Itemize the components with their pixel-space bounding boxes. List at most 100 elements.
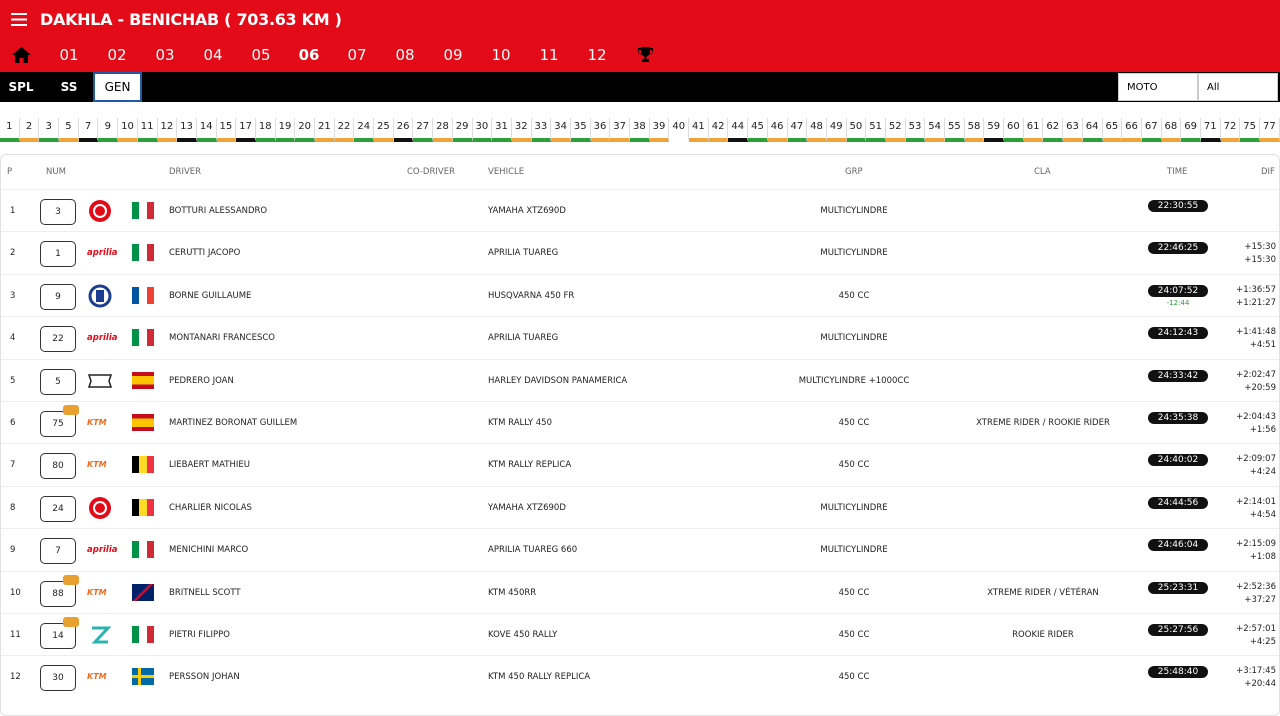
number-chip[interactable]: 27 [413, 118, 434, 142]
column-header[interactable]: TIME [1167, 167, 1188, 177]
number-chip[interactable]: 9 [98, 118, 119, 142]
number-chip[interactable]: 67 [1141, 118, 1162, 142]
number-chip[interactable]: 2 [19, 118, 40, 142]
table-row[interactable]: 7 80 KTM LIEBAERT MATHIEU KTM RALLY REPLICA 4… [1, 443, 1279, 486]
number-chip[interactable]: 24 [354, 118, 375, 142]
table-row[interactable]: 2 1 aprilia CERUTTI JACOPO APRILIA TUAREG MUL… [1, 231, 1279, 274]
number-chip[interactable]: 55 [945, 118, 965, 142]
column-header[interactable]: GRP [845, 167, 863, 177]
number-chip[interactable]: 75 [1240, 118, 1260, 142]
number-chip[interactable]: 59 [984, 118, 1005, 142]
filter-select[interactable]: All [1198, 73, 1278, 101]
number-chip[interactable]: 45 [748, 118, 768, 142]
stage-link[interactable]: 02 [107, 46, 127, 64]
number-chip[interactable]: 44 [728, 118, 749, 142]
column-header[interactable]: VEHICLE [488, 167, 525, 177]
column-header[interactable]: DIF [1261, 167, 1275, 177]
number-chip[interactable]: 49 [826, 118, 847, 142]
number-chip[interactable]: 51 [866, 118, 886, 142]
number-chip[interactable]: 60 [1004, 118, 1024, 142]
tab[interactable]: GEN [93, 72, 142, 102]
number-chip[interactable]: 12 [157, 118, 178, 142]
number-chip[interactable]: 13 [177, 118, 197, 142]
number-chip[interactable]: 48 [807, 118, 827, 142]
number-chip[interactable]: 28 [433, 118, 453, 142]
column-header[interactable]: DRIVER [169, 167, 202, 177]
number-chip[interactable]: 50 [846, 118, 867, 142]
number-chip[interactable]: 54 [925, 118, 945, 142]
number-chip[interactable]: 21 [315, 118, 335, 142]
stage-link[interactable]: 06 [298, 46, 320, 64]
number-chip[interactable]: 31 [492, 118, 512, 142]
stage-link[interactable]: 03 [155, 46, 175, 64]
table-row[interactable]: 10 88 KTM BRITNELL SCOTT KTM 450RR 450 CC XTRE… [1, 570, 1279, 614]
stage-link[interactable]: 01 [59, 46, 79, 64]
number-chip[interactable]: 29 [452, 118, 473, 142]
trophy-icon[interactable] [637, 47, 654, 63]
column-header[interactable]: NUM [46, 167, 66, 177]
table-row[interactable]: 4 22 aprilia MONTANARI FRANCESCO APRILIA TUA… [1, 316, 1279, 359]
table-row[interactable]: 6 75 KTM MARTINEZ BORONAT GUILLEM KTM RALLY … [1, 401, 1279, 444]
tab[interactable]: SS [60, 80, 78, 94]
number-chip[interactable]: 71 [1200, 118, 1221, 142]
number-chip[interactable]: 10 [118, 118, 138, 142]
number-chip[interactable]: 7 [78, 118, 99, 142]
number-chip[interactable]: 18 [255, 118, 276, 142]
number-chip[interactable]: 39 [649, 118, 670, 142]
number-chip[interactable]: 17 [236, 118, 256, 142]
home-icon[interactable] [12, 47, 31, 63]
number-chip[interactable]: 32 [511, 118, 532, 142]
number-chip[interactable]: 37 [610, 118, 630, 142]
number-chip[interactable]: 15 [216, 118, 237, 142]
number-chip[interactable]: 58 [964, 118, 985, 142]
stage-link[interactable]: 10 [491, 46, 511, 64]
number-chip[interactable]: 46 [767, 118, 788, 142]
number-chip[interactable]: 72 [1220, 118, 1241, 142]
number-chip[interactable]: 38 [630, 118, 650, 142]
filter-select[interactable]: MOTO [1118, 73, 1198, 101]
table-row[interactable]: 3 9 BORNE GUILLAUME HUSQVARNA 450 FR 450 CC 2… [1, 273, 1279, 317]
stage-link[interactable]: 07 [347, 46, 367, 64]
number-chip[interactable]: 77 [1260, 118, 1280, 142]
number-chip[interactable]: 20 [295, 118, 315, 142]
number-chip[interactable]: 35 [570, 118, 591, 142]
number-chip[interactable]: 63 [1063, 118, 1083, 142]
stage-link[interactable]: 09 [443, 46, 463, 64]
table-row[interactable]: 12 30 KTM PERSSON JOHAN KTM 450 RALLY REPLIC… [1, 655, 1279, 698]
number-chip[interactable]: 52 [885, 118, 906, 142]
number-chip[interactable]: 66 [1122, 118, 1142, 142]
number-chip[interactable]: 42 [708, 118, 729, 142]
table-row[interactable]: 9 7 aprilia MENICHINI MARCO APRILIA TUAREG 6… [1, 528, 1279, 571]
number-chip[interactable]: 41 [689, 118, 709, 142]
number-chip[interactable]: 5 [59, 118, 79, 142]
table-row[interactable]: 5 5 PEDRERO JOAN HARLEY DAVIDSON PANAMERICA… [1, 358, 1279, 402]
number-chip[interactable]: 30 [472, 118, 493, 142]
number-chip[interactable]: 11 [137, 118, 158, 142]
stage-link[interactable]: 05 [251, 46, 271, 64]
number-chip[interactable]: 40 [669, 118, 690, 142]
number-chip[interactable]: 22 [334, 118, 355, 142]
number-chip[interactable]: 3 [39, 118, 60, 142]
number-chip[interactable]: 65 [1102, 118, 1123, 142]
number-chip[interactable]: 61 [1023, 118, 1044, 142]
column-header[interactable]: CLA [1034, 167, 1051, 177]
number-chip[interactable]: 25 [374, 118, 394, 142]
number-chip[interactable]: 26 [393, 118, 414, 142]
number-chip[interactable]: 64 [1082, 118, 1103, 142]
stage-link[interactable]: 12 [587, 46, 607, 64]
table-row[interactable]: 1 3 BOTTURI ALESSANDRO YAMAHA XTZ690D MULTIC… [1, 189, 1279, 232]
column-header[interactable]: CO-DRIVER [407, 167, 455, 177]
number-chip[interactable]: 1 [0, 118, 20, 142]
number-chip[interactable]: 14 [196, 118, 217, 142]
table-row[interactable]: 8 24 CHARLIER NICOLAS YAMAHA XTZ690D MULTICY… [1, 485, 1279, 529]
menu-icon[interactable] [11, 13, 27, 26]
number-chip[interactable]: 34 [551, 118, 571, 142]
column-header[interactable]: P [7, 167, 13, 177]
number-chip[interactable]: 62 [1043, 118, 1064, 142]
stage-link[interactable]: 08 [395, 46, 415, 64]
number-chip[interactable]: 19 [275, 118, 296, 142]
number-chip[interactable]: 36 [590, 118, 611, 142]
number-chip[interactable]: 33 [531, 118, 552, 142]
number-chip[interactable]: 69 [1181, 118, 1201, 142]
stage-link[interactable]: 04 [203, 46, 223, 64]
